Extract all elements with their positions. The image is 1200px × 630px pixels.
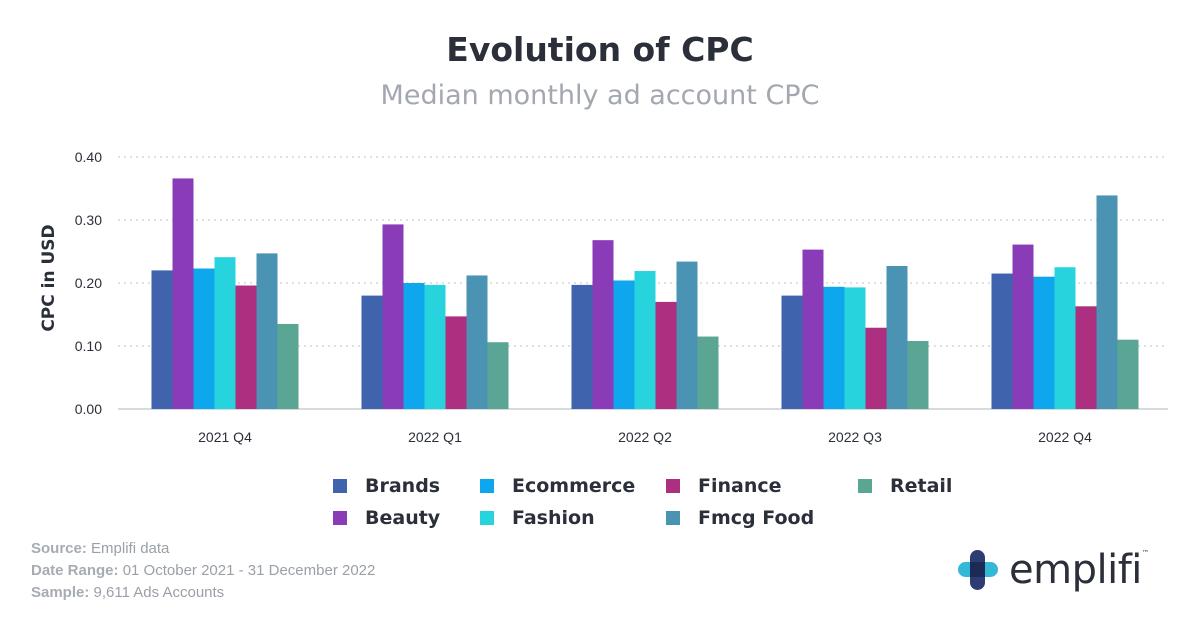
legend-item: Ecommerce xyxy=(480,474,635,498)
bar xyxy=(1012,244,1034,409)
x-tick-label: 2022 Q2 xyxy=(618,429,672,445)
legend-label: Fmcg Food xyxy=(698,507,815,529)
bar xyxy=(214,257,236,409)
logo-trademark: ™ xyxy=(1141,549,1149,557)
y-tick-label: 0.20 xyxy=(75,275,102,291)
logo-wordmark: emplifi xyxy=(1009,547,1142,593)
bar xyxy=(655,301,677,409)
bar xyxy=(235,285,257,409)
bar xyxy=(844,287,866,409)
bar xyxy=(1075,306,1097,409)
y-tick-label: 0.00 xyxy=(75,401,102,417)
y-tick-label: 0.40 xyxy=(75,149,102,165)
legend: Brands Beauty Ecommerce Fashion Finance Fmcg … xyxy=(333,474,1033,534)
legend-swatch xyxy=(480,511,494,525)
emplifi-logo-icon xyxy=(958,550,998,590)
bar xyxy=(277,323,299,409)
footer-notes: Source: Emplifi data Date Range: 01 Octo… xyxy=(31,538,375,604)
bar xyxy=(1096,195,1118,409)
bar xyxy=(865,327,887,409)
bar xyxy=(907,340,929,409)
bar xyxy=(592,240,614,409)
bar xyxy=(823,286,845,409)
legend-swatch xyxy=(666,479,680,493)
x-tick-label: 2022 Q3 xyxy=(828,429,882,445)
date-range-line: Date Range: 01 October 2021 - 31 Decembe… xyxy=(31,560,375,582)
sample-value: 9,611 Ads Accounts xyxy=(93,584,225,601)
bar xyxy=(886,265,908,409)
emplifi-logo: emplifi ™ xyxy=(957,545,1149,595)
sample-line: Sample: 9,611 Ads Accounts xyxy=(31,582,375,604)
source-line: Source: Emplifi data xyxy=(31,538,375,560)
legend-label: Finance xyxy=(698,475,782,497)
x-axis-ticks: 2021 Q4 2022 Q1 2022 Q2 2022 Q3 2022 Q4 xyxy=(198,429,1092,445)
legend-item: Beauty xyxy=(333,506,440,530)
bar xyxy=(676,261,698,409)
legend-label: Fashion xyxy=(512,507,595,529)
y-tick-label: 0.10 xyxy=(75,338,102,354)
bar xyxy=(487,342,509,409)
chart-subtitle: Median monthly ad account CPC xyxy=(380,80,820,111)
bar xyxy=(382,224,404,409)
date-range-key: Date Range: xyxy=(31,562,119,579)
legend-swatch xyxy=(480,479,494,493)
legend-item: Brands xyxy=(333,474,440,498)
chart-title: Evolution of CPC xyxy=(446,30,754,69)
bar xyxy=(256,253,278,409)
bar xyxy=(1033,276,1055,409)
bar xyxy=(697,336,719,409)
bar xyxy=(613,280,635,409)
y-axis-ticks: 0.00 0.10 0.20 0.30 0.40 xyxy=(75,149,102,417)
bar xyxy=(571,284,593,409)
source-value: Emplifi data xyxy=(91,540,170,557)
source-key: Source: xyxy=(31,540,87,557)
legend-item: Fmcg Food xyxy=(666,506,814,530)
legend-item: Retail xyxy=(858,474,952,498)
bar xyxy=(991,273,1013,409)
legend-label: Ecommerce xyxy=(512,475,636,497)
bar xyxy=(1054,267,1076,409)
bar xyxy=(424,284,446,409)
y-axis-label: CPC in USD xyxy=(39,224,59,331)
x-tick-label: 2022 Q1 xyxy=(408,429,462,445)
legend-swatch xyxy=(333,511,347,525)
bar xyxy=(445,316,467,409)
legend-label: Brands xyxy=(365,475,441,497)
bar xyxy=(361,295,383,409)
legend-swatch xyxy=(333,479,347,493)
legend-swatch xyxy=(858,479,872,493)
legend-item: Fashion xyxy=(480,506,595,530)
bar xyxy=(1117,339,1139,409)
bar xyxy=(403,283,425,409)
y-tick-label: 0.30 xyxy=(75,212,102,228)
bar xyxy=(151,270,173,409)
bar-chart: 0.00 0.10 0.20 0.30 0.40 2021 Q4 2022 Q1 2022 … xyxy=(39,149,1168,445)
bar xyxy=(466,275,488,409)
bar xyxy=(634,271,656,409)
bar xyxy=(193,268,215,409)
legend-label: Beauty xyxy=(365,507,441,529)
legend-swatch xyxy=(666,511,680,525)
x-tick-label: 2022 Q4 xyxy=(1038,429,1092,445)
date-range-value: 01 October 2021 - 31 December 2022 xyxy=(122,562,376,579)
legend-label: Retail xyxy=(890,475,953,497)
bars xyxy=(151,178,1139,409)
bar xyxy=(781,295,803,409)
bar xyxy=(172,178,194,409)
x-tick-label: 2021 Q4 xyxy=(198,429,252,445)
sample-key: Sample: xyxy=(31,584,90,601)
legend-item: Finance xyxy=(666,474,782,498)
bar xyxy=(802,249,824,409)
